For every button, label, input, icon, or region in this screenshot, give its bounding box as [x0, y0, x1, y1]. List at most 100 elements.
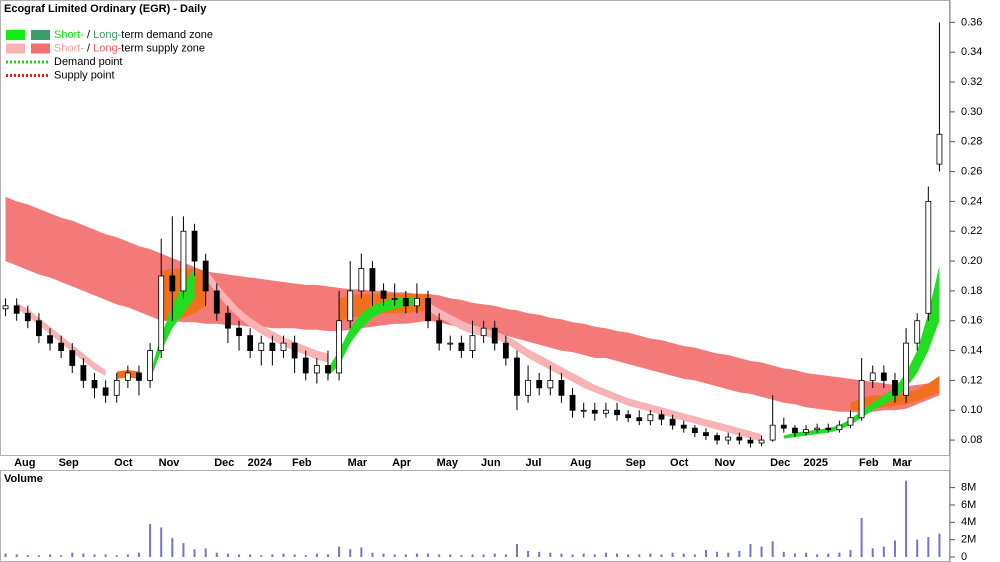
volume-bar — [382, 553, 385, 557]
volume-bar — [182, 543, 185, 557]
y-tick-label: 0.30 — [961, 106, 982, 118]
legend-text: Long- — [93, 29, 121, 41]
legend-text: Demand point — [54, 56, 123, 68]
volume-bar — [671, 552, 674, 557]
y-tick-label: 0.22 — [961, 225, 982, 237]
candle-body — [658, 414, 665, 420]
x-tick-label: Mar — [348, 457, 368, 469]
candle-body — [858, 380, 865, 419]
candle-body — [414, 297, 420, 307]
volume-bar — [760, 546, 763, 557]
zone-band — [850, 375, 940, 411]
x-tick-label: Nov — [159, 457, 181, 469]
candle-body — [258, 342, 265, 351]
candle-body — [36, 320, 42, 337]
volume-bar — [360, 547, 363, 557]
legend-text: Short- — [54, 29, 84, 41]
volume-bar — [238, 554, 241, 557]
volume-bar — [204, 548, 207, 557]
volume-bar — [560, 553, 563, 557]
volume-bar — [849, 550, 852, 557]
candle-body — [580, 409, 587, 412]
x-tick-label: Feb — [292, 457, 312, 469]
y-tick-label: 0.26 — [961, 165, 982, 177]
volume-bar — [860, 517, 863, 557]
x-tick-label: Sep — [59, 457, 79, 469]
legend-text: Short- — [54, 42, 84, 54]
volume-bar — [104, 554, 107, 557]
x-tick-label: Aug — [14, 457, 35, 469]
candle-body — [825, 427, 832, 431]
volume-bar — [160, 527, 163, 557]
volume-bar — [738, 550, 741, 557]
volume-bar — [749, 543, 752, 557]
volume-bar — [471, 554, 474, 557]
candle-body — [325, 365, 331, 374]
candle-body — [113, 380, 120, 396]
y-tick-label: 0.16 — [961, 315, 982, 327]
volume-bar — [126, 554, 129, 557]
candle-body — [736, 436, 743, 441]
volume-tick-label: 0 — [961, 551, 967, 562]
y-tick-label: 0.14 — [961, 344, 982, 356]
legend-label: Short- / Long-term supply zone — [54, 42, 205, 54]
candle-body — [469, 335, 476, 351]
candle-body — [614, 409, 620, 416]
volume-bar — [593, 554, 596, 557]
legend-label: Short- / Long-term demand zone — [54, 29, 213, 41]
candle-body — [313, 365, 320, 374]
x-tick-label: Aug — [570, 457, 591, 469]
volume-bar — [927, 537, 930, 557]
volume-bar — [871, 548, 874, 557]
volume-bar — [538, 551, 541, 557]
legend-text: term demand zone — [121, 29, 213, 41]
volume-bar — [315, 553, 318, 557]
candle-body — [936, 133, 943, 165]
candle-body — [792, 427, 798, 434]
candle-body — [758, 439, 765, 444]
candle-body — [280, 342, 287, 351]
candle-body — [24, 312, 31, 322]
volume-bar — [493, 553, 496, 557]
y-tick-label: 0.12 — [961, 374, 982, 386]
candle-body — [525, 380, 531, 396]
volume-tick-label: 2M — [961, 534, 976, 546]
legend-text: term supply zone — [121, 42, 205, 54]
candle-body — [336, 320, 342, 374]
candle-body — [69, 350, 76, 366]
y-tick-label: 0.28 — [961, 136, 982, 148]
chart-title: Ecograf Limited Ordinary (EGR) - Daily — [4, 3, 207, 15]
candle-body — [124, 372, 131, 381]
volume-bar — [838, 552, 841, 557]
volume-bar — [149, 524, 152, 557]
volume-bar — [71, 552, 74, 557]
candle-body — [647, 414, 654, 422]
volume-bar — [404, 554, 407, 557]
candle-body — [391, 297, 398, 300]
volume-bar — [816, 554, 819, 557]
x-tick-label: Nov — [715, 457, 737, 469]
x-tick-label: Feb — [859, 457, 879, 469]
candle-body — [347, 290, 354, 322]
candle-body — [236, 327, 242, 337]
volume-bar — [260, 555, 263, 557]
volume-bar — [449, 554, 452, 557]
volume-bar — [4, 553, 7, 557]
legend-swatch — [6, 30, 25, 40]
candle-body — [814, 427, 821, 431]
volume-title: Volume — [4, 473, 43, 485]
y-tick-label: 0.20 — [961, 255, 982, 267]
volume-bar — [249, 554, 252, 557]
candle-body — [80, 365, 87, 381]
volume-bar — [771, 541, 774, 557]
volume-bar — [549, 552, 552, 557]
volume-bar — [571, 554, 574, 557]
volume-bar — [460, 555, 463, 557]
legend-text: Long- — [93, 42, 121, 54]
volume-bar — [82, 553, 85, 557]
candle-body — [402, 297, 409, 307]
volume-bar — [704, 550, 707, 557]
x-tick-label: Jul — [526, 457, 542, 469]
candle-body — [225, 312, 231, 329]
volume-bar — [482, 554, 485, 557]
